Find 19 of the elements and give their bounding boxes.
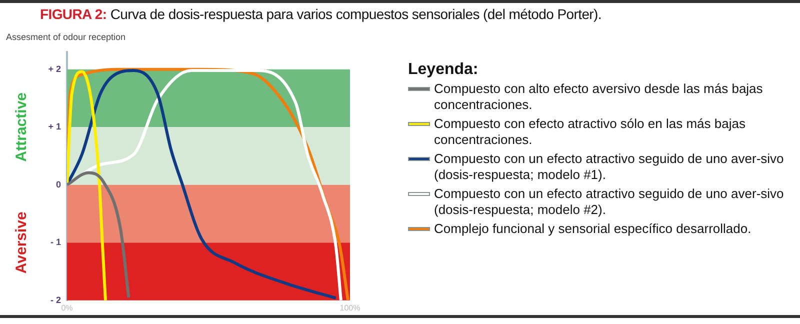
y-axis-title: Assesment of odour reception: [6, 32, 126, 42]
y-tick-label: - 2: [50, 294, 61, 305]
legend-label: Compuesto con alto efecto aversivo desde las más bajas concentraciones.: [433, 81, 764, 113]
legend-label: Compuesto con un efecto atractivo seguido de uno aver-sivo (dosis-respuesta; modelo #2).: [433, 186, 785, 218]
legend-label: Complejo funcional y sensorial específico desarrollado.: [433, 221, 752, 237]
text: Attractive: [13, 92, 30, 162]
y-tick-label: - 1: [50, 237, 61, 248]
x-tick-label: 100%: [340, 303, 360, 312]
text: Aversive: [13, 212, 30, 274]
legend-label: Compuesto con un efecto atractivo seguido de uno aver-sivo (dosis-respuesta; modelo #1).: [433, 151, 785, 183]
x-tick-label: 0%: [61, 303, 73, 312]
line-series: [67, 70, 107, 300]
y-tick-label: 0: [56, 179, 61, 190]
legend-title: Leyenda:: [408, 61, 480, 78]
y-tick-label: + 1: [48, 122, 61, 132]
legend-label: Compuesto con efecto atractivo sólo en las más bajas concentraciones.: [433, 116, 746, 148]
chart-title: FIGURA 2: Curva de dosis-respuesta para varios compuestos sensoriales (del método Porter).: [40, 6, 602, 22]
line-series: [67, 171, 130, 300]
y-tick-label: + 2: [48, 64, 61, 74]
